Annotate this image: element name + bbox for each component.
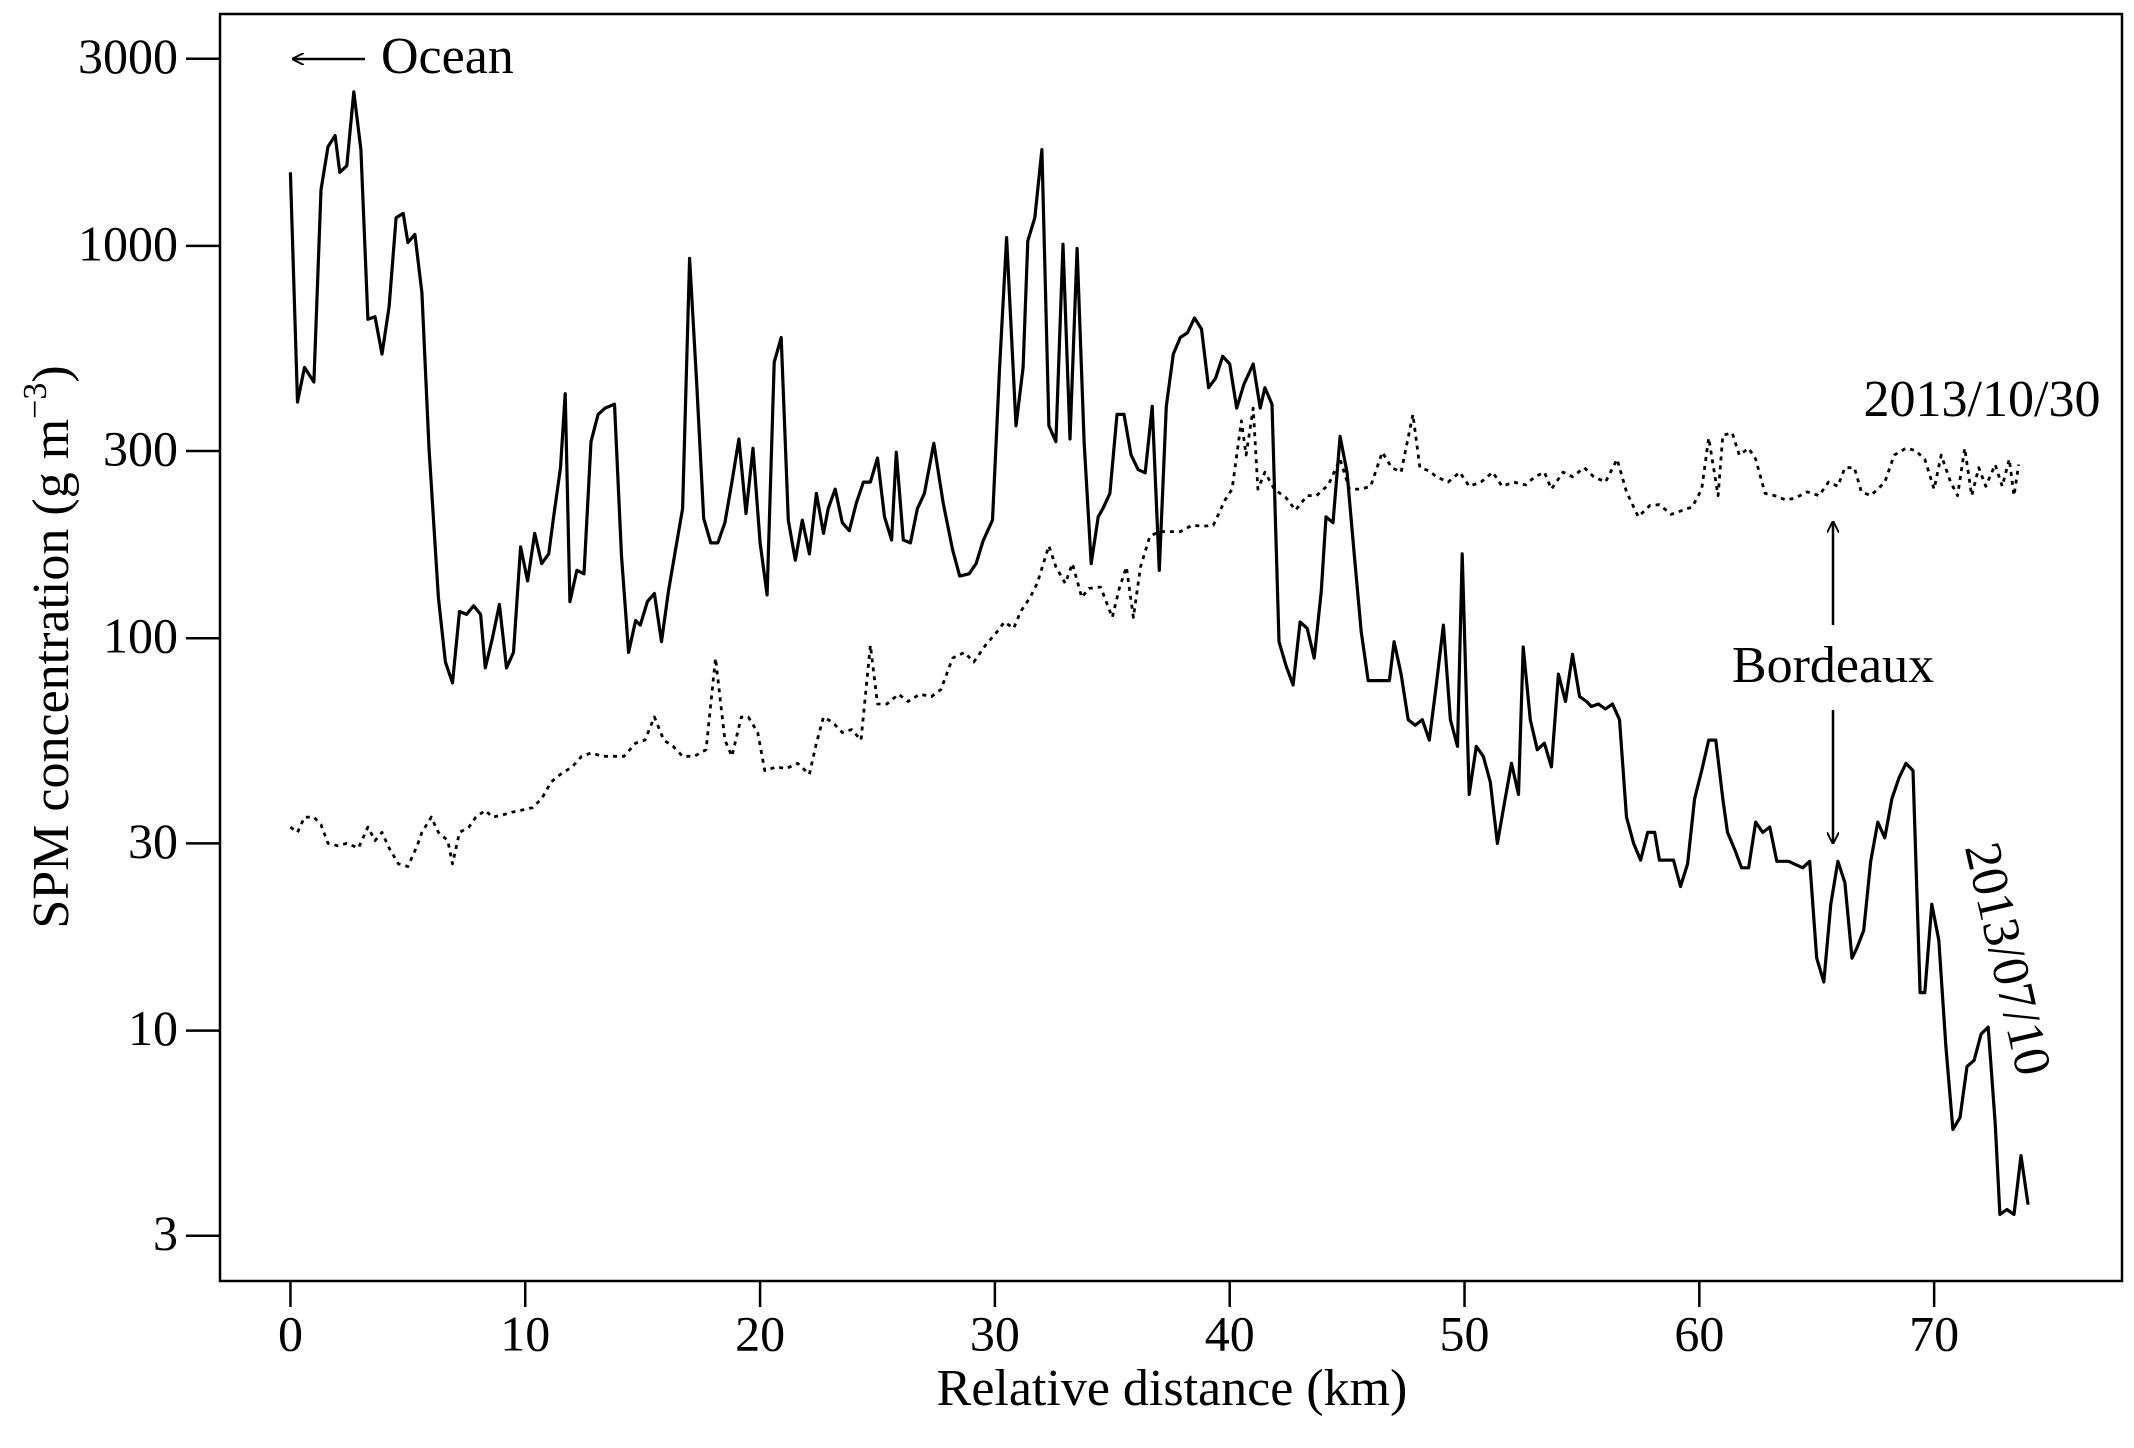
- y-axis-label-end: ): [23, 365, 80, 382]
- y-tick-label: 1000: [78, 215, 178, 271]
- y-tick-label: 3000: [78, 28, 178, 84]
- series-label: 2013/10/30: [1864, 371, 2101, 428]
- y-tick-label: 300: [103, 421, 178, 477]
- x-tick-label: 30: [970, 1305, 1020, 1361]
- y-tick-label: 30: [128, 813, 178, 869]
- y-tick-label: 100: [103, 608, 178, 664]
- y-tick-label: 10: [128, 1000, 178, 1056]
- x-tick-label: 50: [1440, 1305, 1490, 1361]
- x-tick-label: 70: [1909, 1305, 1959, 1361]
- y-axis-label-text: SPM concentration (g m: [23, 419, 80, 929]
- y-tick-label: 3: [153, 1205, 178, 1261]
- plot-frame: [218, 12, 2124, 1283]
- series-line: [288, 90, 2030, 1216]
- x-tick-label: 10: [500, 1305, 550, 1361]
- city-label: Bordeaux: [1732, 637, 1934, 694]
- x-tick-label: 0: [278, 1305, 303, 1361]
- ocean-label: Ocean: [381, 28, 514, 85]
- x-axis-label: Relative distance (km): [937, 1360, 1408, 1417]
- y-axis-label: SPM concentration (g m−3): [17, 365, 80, 928]
- series-label: 2013/07/10: [1953, 837, 2062, 1081]
- y-axis-label-exponent: −3: [17, 383, 54, 419]
- series-line: [289, 406, 2021, 868]
- x-tick-label: 40: [1205, 1305, 1255, 1361]
- x-tick-label: 60: [1674, 1305, 1724, 1361]
- x-tick-label: 20: [735, 1305, 785, 1361]
